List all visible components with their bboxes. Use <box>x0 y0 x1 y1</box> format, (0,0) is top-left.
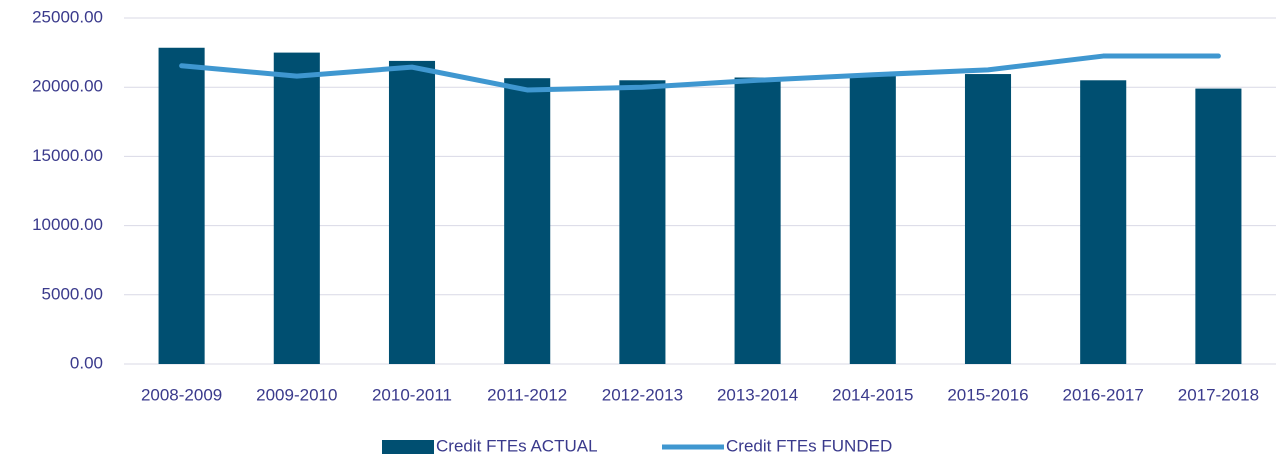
bar <box>1195 88 1242 365</box>
y-tick-label: 25000.00 <box>32 7 103 26</box>
bar <box>849 74 896 364</box>
x-tick-label: 2011-2012 <box>487 385 567 404</box>
y-tick-label: 10000.00 <box>32 215 103 234</box>
bar <box>619 80 666 364</box>
bar <box>388 60 436 365</box>
line <box>179 53 1221 93</box>
x-tick-label: 2013-2014 <box>717 385 798 404</box>
x-tick-label: 2016-2017 <box>1063 385 1144 404</box>
legend-swatch <box>382 440 434 454</box>
legend-label: Credit FTEs FUNDED <box>726 436 892 455</box>
y-tick-label: 20000.00 <box>32 77 103 96</box>
bar <box>504 78 551 364</box>
bar <box>734 77 781 365</box>
bar <box>1080 80 1127 364</box>
x-tick-label: 2008-2009 <box>141 385 222 404</box>
x-tick-label: 2010-2011 <box>372 385 452 404</box>
x-tick-label: 2017-2018 <box>1178 385 1259 404</box>
x-tick-label: 2014-2015 <box>832 385 913 404</box>
bar <box>273 52 320 364</box>
y-tick-label: 15000.00 <box>32 146 103 165</box>
legend-label: Credit FTEs ACTUAL <box>436 436 598 455</box>
bar <box>964 74 1012 364</box>
x-tick-label: 2015-2016 <box>947 385 1028 404</box>
x-tick-label: 2009-2010 <box>256 385 337 404</box>
y-tick-label: 5000.00 <box>42 284 103 303</box>
y-tick-label: 0.00 <box>70 353 103 372</box>
x-tick-label: 2012-2013 <box>602 385 683 404</box>
bar <box>158 47 205 364</box>
